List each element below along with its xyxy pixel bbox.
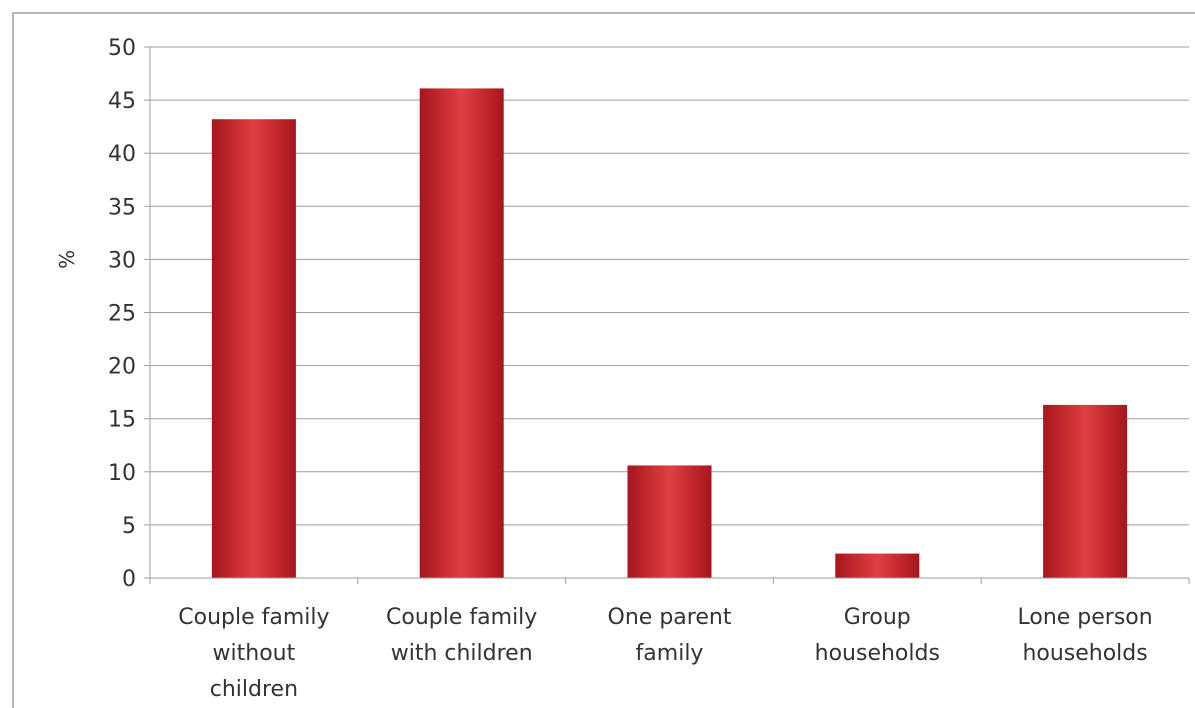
y-axis-ticks: 0 5 10 15 20 25 30 35 40 45 50 (108, 36, 150, 592)
bar (835, 553, 920, 578)
x-category-label-line: without (213, 641, 296, 666)
y-tick-label: 15 (108, 408, 136, 433)
x-category-label: Couple family with children (386, 605, 537, 666)
y-tick-label: 0 (122, 567, 136, 592)
y-tick-label: 50 (108, 36, 136, 61)
x-category-label-line: Lone person (1017, 605, 1152, 630)
bar (211, 119, 296, 578)
x-category-label-line: households (1022, 641, 1147, 666)
bar (627, 465, 712, 578)
bar-chart: 0 5 10 15 20 25 30 35 40 45 50 Couple family withou… (55, 36, 1190, 702)
x-category-label-line: households (815, 641, 940, 666)
y-tick-label: 20 (108, 355, 136, 380)
y-tick-label: 35 (108, 195, 136, 220)
x-category-label-line: Couple family (386, 605, 537, 630)
y-tick-label: 25 (108, 302, 136, 327)
x-category-label-line: Group (844, 605, 911, 630)
x-category-label-line: One parent (608, 605, 732, 630)
x-category-label: Lone person households (1017, 605, 1152, 666)
bar (1043, 404, 1128, 578)
bars (211, 88, 1128, 578)
bar (419, 88, 504, 578)
chart-frame: 0 5 10 15 20 25 30 35 40 45 50 Couple family withou… (12, 12, 1195, 708)
y-axis-title: % (55, 250, 79, 269)
x-category-label-line: children (210, 677, 298, 702)
gridlines (150, 46, 1189, 526)
x-category-label: Couple family without children (178, 605, 329, 702)
x-category-label-line: Couple family (178, 605, 329, 630)
y-tick-label: 10 (108, 461, 136, 486)
x-category-label: Group households (815, 605, 940, 666)
x-category-label-line: family (636, 641, 704, 666)
y-tick-label: 45 (108, 89, 136, 114)
y-tick-label: 30 (108, 248, 136, 273)
y-tick-label: 40 (108, 142, 136, 167)
y-tick-label: 5 (122, 514, 136, 539)
axes (149, 47, 1190, 584)
x-category-label: One parent family (608, 605, 732, 666)
x-category-label-line: with children (391, 641, 533, 666)
